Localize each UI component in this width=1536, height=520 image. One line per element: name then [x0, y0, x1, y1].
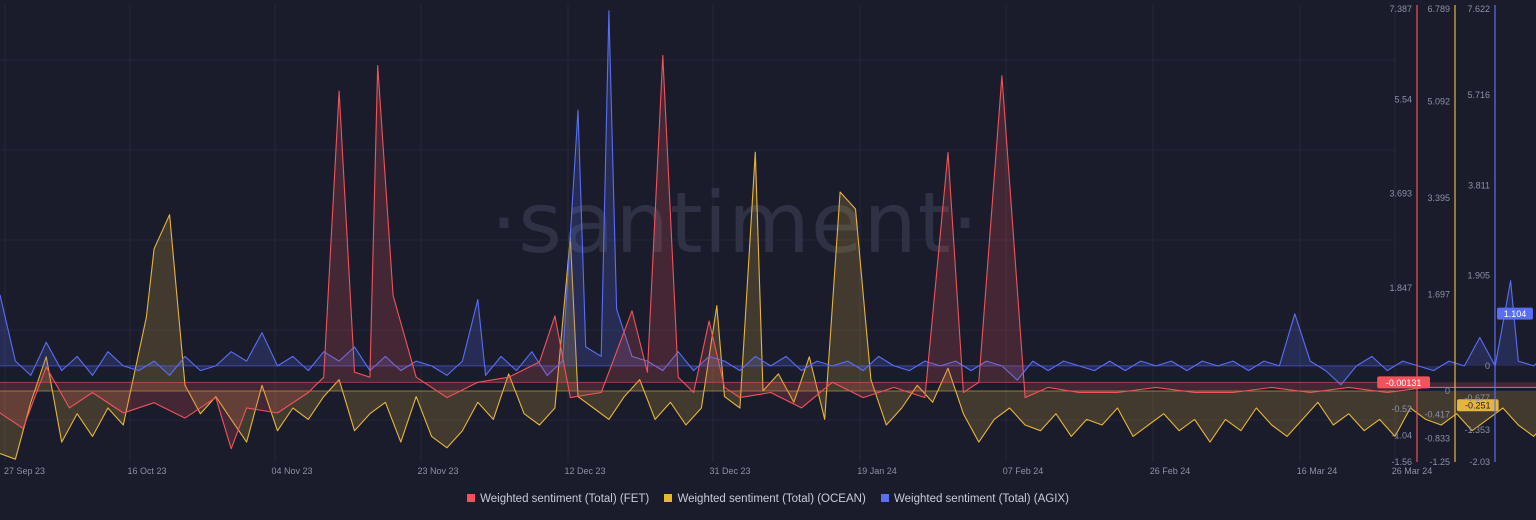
- series-line-ocean: [0, 151, 1536, 460]
- legend-swatch-agix: [880, 494, 889, 502]
- axis-tick-ocean: 6.789: [1427, 4, 1450, 14]
- x-tick-label: 12 Dec 23: [564, 466, 605, 476]
- axis-tick-fet: 1.847: [1389, 283, 1412, 293]
- value-badge-text-fet: -0.00131: [1386, 378, 1422, 388]
- axis-tick-ocean: 0: [1445, 386, 1450, 396]
- axis-tick-fet: -0.52: [1391, 404, 1412, 414]
- axis-tick-agix: 5.716: [1467, 90, 1490, 100]
- series-line-agix: [0, 10, 1536, 386]
- value-badge-ocean: [1457, 399, 1499, 412]
- x-tick-label: 31 Dec 23: [709, 466, 750, 476]
- axis-tick-fet: 7.387: [1389, 4, 1412, 14]
- axis-tick-fet: -1.04: [1391, 430, 1412, 440]
- value-badge-agix: [1497, 307, 1533, 320]
- legend-item-agix[interactable]: Weighted sentiment (Total) (AGIX): [880, 493, 1069, 505]
- axis-tick-ocean: 3.395: [1427, 193, 1450, 203]
- legend-label-fet: Weighted sentiment (Total) (FET): [480, 493, 650, 505]
- axis-tick-agix: 1.905: [1467, 271, 1490, 281]
- chart-series: [0, 10, 1536, 460]
- axis-tick-agix: 7.622: [1467, 4, 1490, 14]
- axis-tick-fet: 5.54: [1394, 94, 1412, 104]
- axis-tick-ocean: 5.092: [1427, 96, 1450, 106]
- axis-tick-ocean: -1.25: [1429, 457, 1450, 467]
- x-tick-label: 23 Nov 23: [417, 466, 458, 476]
- chart-legend: Weighted sentiment (Total) (FET) Weighte…: [0, 493, 1536, 505]
- axis-tick-agix: -0.677: [1464, 393, 1490, 403]
- chart-axes: 7.387 5.54 3.693 1.847 -0.52 -1.04 -1.56 -0.001…: [4, 4, 1533, 476]
- x-tick-label: 04 Nov 23: [271, 466, 312, 476]
- axis-tick-ocean: 1.697: [1427, 289, 1450, 299]
- area-fill-fet: [0, 55, 1536, 449]
- legend-label-ocean: Weighted sentiment (Total) (OCEAN): [677, 493, 866, 505]
- axis-tick-ocean: -0.417: [1424, 410, 1450, 420]
- value-badge-text-agix: 1.104: [1504, 309, 1527, 319]
- axis-tick-agix: -2.03: [1469, 457, 1490, 467]
- value-badge-text-ocean: -0.251: [1465, 401, 1491, 411]
- legend-swatch-ocean: [664, 494, 673, 502]
- axis-tick-agix: -1.353: [1464, 425, 1490, 435]
- x-tick-label: 16 Oct 23: [127, 466, 166, 476]
- axis-tick-ocean: -0.833: [1424, 433, 1450, 443]
- x-tick-label: 16 Mar 24: [1297, 466, 1338, 476]
- x-tick-label: 27 Sep 23: [4, 466, 45, 476]
- legend-swatch-fet: [467, 494, 476, 502]
- axis-tick-agix: 3.811: [1468, 180, 1490, 190]
- legend-label-agix: Weighted sentiment (Total) (AGIX): [893, 493, 1069, 505]
- value-badge-fet: [1377, 376, 1430, 389]
- x-tick-label: 19 Jan 24: [857, 466, 897, 476]
- x-tick-label: 26 Feb 24: [1150, 466, 1191, 476]
- chart-grid: [0, 5, 1396, 462]
- axis-tick-agix: 0: [1485, 361, 1490, 371]
- legend-item-fet[interactable]: Weighted sentiment (Total) (FET): [467, 493, 649, 505]
- x-tick-label: 07 Feb 24: [1003, 466, 1044, 476]
- santiment-watermark: ·santiment·: [491, 174, 980, 272]
- legend-item-ocean[interactable]: Weighted sentiment (Total) (OCEAN): [664, 493, 866, 505]
- x-tick-label: 26 Mar 24: [1392, 466, 1433, 476]
- axis-tick-fet: -1.56: [1391, 457, 1412, 467]
- axis-tick-fet: 3.693: [1389, 189, 1412, 199]
